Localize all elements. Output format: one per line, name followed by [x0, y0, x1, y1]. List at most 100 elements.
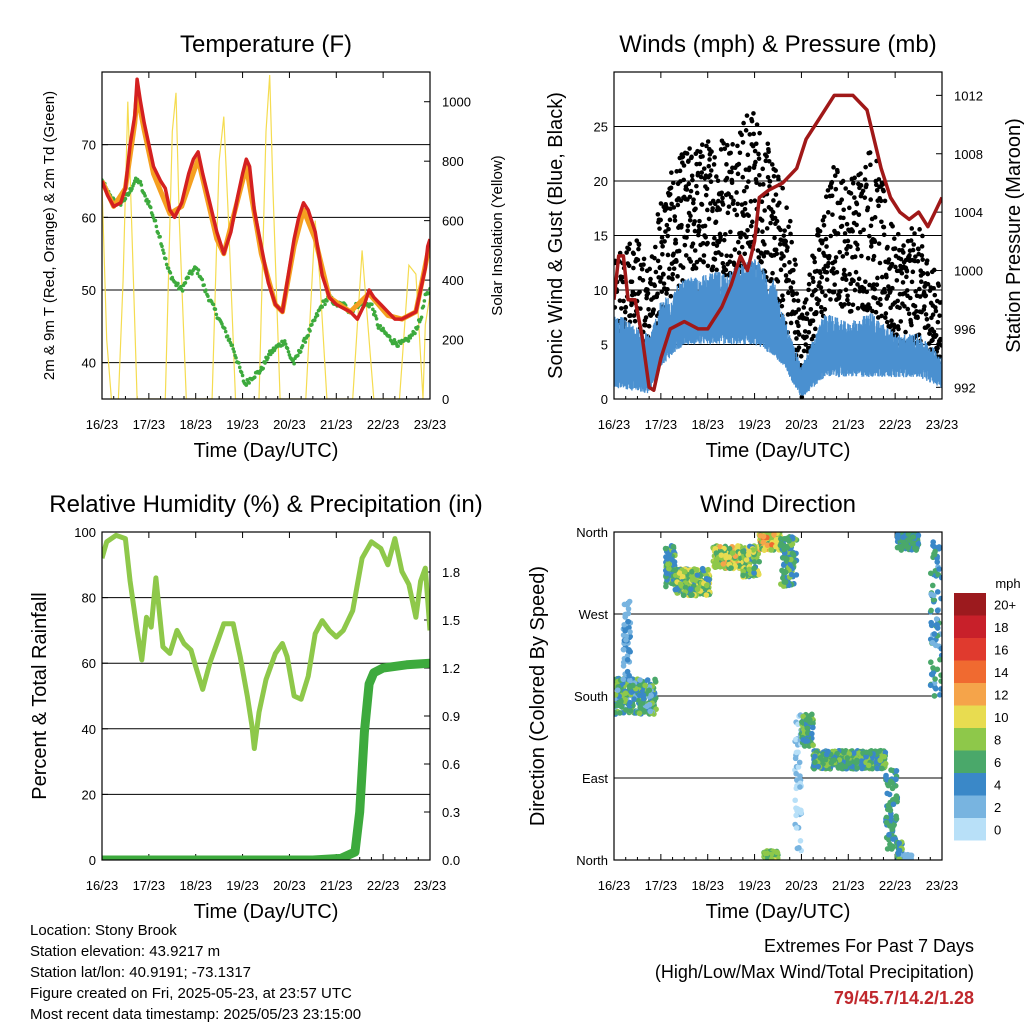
direction-point [903, 853, 909, 859]
gust-point [707, 173, 713, 178]
gust-point [684, 151, 690, 156]
gust-point [746, 213, 751, 218]
x-tick-label: 19/23 [738, 417, 771, 432]
gust-point [724, 175, 730, 181]
gust-point [811, 333, 816, 339]
gust-point [851, 278, 856, 284]
gust-point [694, 190, 700, 196]
direction-point [884, 846, 891, 852]
dewpoint-point [168, 271, 173, 275]
gust-point [667, 266, 672, 272]
direction-point [884, 790, 891, 797]
gust-point [753, 159, 758, 165]
dewpoint-point [266, 356, 270, 360]
gust-point [635, 257, 641, 263]
dewpoint-point [163, 256, 168, 261]
gust-point [675, 274, 680, 279]
gust-point [743, 128, 749, 133]
gust-point [850, 180, 856, 186]
direction-cluster [902, 851, 915, 860]
gust-point [683, 253, 689, 258]
direction-point [631, 696, 637, 702]
gust-point [757, 172, 762, 178]
direction-point [669, 556, 675, 563]
dewpoint-point [123, 196, 128, 201]
gust-point [796, 345, 802, 350]
gust-point [710, 264, 716, 270]
direction-point [653, 706, 659, 713]
gust-point [719, 190, 724, 196]
legend-swatch [954, 705, 986, 728]
gust-point [828, 185, 834, 190]
gust-point [788, 285, 794, 290]
dewpoint-point [180, 289, 185, 293]
direction-point [652, 678, 659, 685]
direction-point [831, 757, 837, 763]
y-tick-label: 50 [82, 283, 96, 298]
gust-point [760, 166, 766, 172]
direction-point [756, 571, 762, 578]
gust-point [712, 155, 717, 160]
y-axis-label-left: Sonic Wind & Gust (Blue, Black) [545, 92, 567, 379]
gust-point [636, 246, 641, 252]
gust-point [717, 207, 723, 212]
gust-point [807, 272, 812, 277]
legend-label: 0 [994, 822, 1001, 837]
y-tick-label: 100 [74, 525, 96, 540]
direction-point [705, 566, 711, 573]
direction-point [802, 738, 809, 744]
gust-point [766, 149, 771, 155]
gust-point [661, 272, 666, 277]
direction-point [636, 692, 643, 699]
gust-point [874, 187, 880, 193]
gust-point [889, 261, 895, 267]
direction-point [883, 772, 889, 779]
direction-cluster [710, 543, 746, 572]
winds-panel: 16/23 17/23 18/23 19/23 20/23 21/23 22/23 23/23… [545, 31, 1024, 462]
direction-point [851, 750, 857, 756]
direction-point [934, 607, 941, 614]
gust-point [817, 228, 823, 234]
gust-point [655, 258, 661, 264]
dewpoint-point [220, 322, 224, 326]
gust-point [873, 295, 878, 301]
gust-point [844, 221, 850, 227]
gust-point [837, 249, 843, 255]
direction-point [618, 698, 624, 705]
gust-point [910, 247, 916, 253]
gust-point [823, 194, 829, 199]
gust-point [678, 198, 684, 204]
dewpoint-point [287, 353, 292, 357]
gust-point [917, 286, 922, 292]
gust-point [620, 279, 626, 285]
gust-point [833, 255, 839, 260]
gust-point [714, 174, 719, 179]
direction-point [648, 692, 654, 699]
gust-point [857, 288, 863, 294]
gust-point [638, 306, 643, 311]
gust-point [822, 307, 828, 312]
y-tick-label: 40 [82, 356, 96, 371]
direction-point [913, 545, 920, 552]
gust-point [737, 150, 743, 156]
legend-swatch [954, 615, 986, 638]
gust-point [646, 306, 651, 312]
gust-point [831, 165, 836, 170]
gust-point [706, 216, 712, 222]
gust-point [671, 251, 676, 257]
direction-point [910, 540, 916, 546]
dewpoint-point [247, 381, 251, 385]
direction-point [889, 780, 896, 786]
gust-point [892, 246, 898, 251]
direction-point [931, 631, 938, 637]
x-tick-label: 17/23 [133, 878, 166, 893]
gust-point [879, 313, 884, 319]
solar-insolation-line [102, 74, 430, 399]
direction-point [881, 753, 887, 760]
gust-point [664, 206, 670, 211]
gust-point [684, 235, 689, 240]
gust-point [863, 164, 868, 170]
gust-point [935, 345, 940, 351]
direction-point [928, 607, 934, 614]
gust-point [811, 279, 816, 285]
